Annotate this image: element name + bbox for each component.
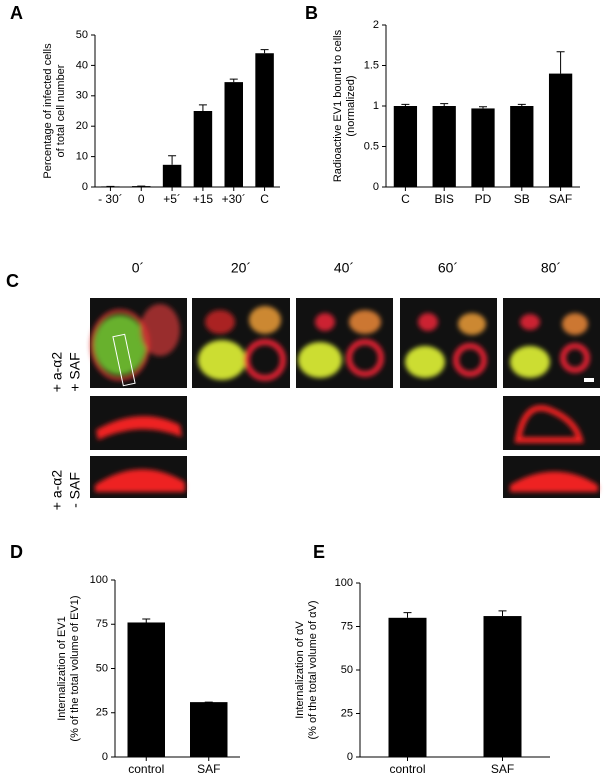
x-tick-label: SAF [491, 762, 514, 775]
y-tick-label: 0 [82, 181, 88, 193]
x-tick-label: +15 [193, 192, 214, 206]
y-tick-label: 100 [335, 577, 353, 589]
y-tick-label: 50 [96, 662, 108, 674]
x-tick-label: - 30´ [98, 192, 123, 206]
error-bar [479, 106, 487, 109]
x-tick-label: 0 [138, 192, 145, 206]
bar [510, 106, 534, 187]
y-tick-label: 0 [102, 751, 108, 763]
error-bar [403, 612, 412, 618]
y-tick-label: 40 [76, 59, 88, 71]
y-tick-label: 75 [341, 620, 353, 632]
y-tick-label: 75 [96, 618, 108, 630]
x-tick-label: control [389, 762, 425, 775]
panel-label: B [305, 3, 318, 23]
error-bar [517, 103, 526, 106]
time-label: 20´ [231, 260, 251, 276]
error-bar [556, 51, 565, 74]
error-bar [229, 78, 238, 83]
x-tick-label: C [260, 192, 269, 206]
x-tick-label: +5´ [163, 192, 181, 206]
x-tick-label: control [128, 762, 164, 775]
x-tick-label: SB [514, 192, 530, 206]
error-bar [260, 49, 269, 54]
error-bar [440, 103, 449, 106]
panel-label: A [10, 3, 23, 23]
bar [127, 622, 165, 757]
y-axis-label: Radioactive EV1 bound to cells [332, 29, 344, 182]
panel-c-labels: C0´ 20´ 40´ 60´ 80´+ a-α2 + SAF+ a-α2- SAF [6, 260, 561, 511]
panel-c-images [90, 298, 600, 498]
y-tick-label: 2 [373, 19, 379, 31]
y-tick-label: 1.5 [364, 59, 379, 71]
bar [432, 106, 456, 187]
y-tick-label: 50 [76, 29, 88, 41]
y-tick-label: 20 [76, 120, 88, 132]
y-tick-label: 50 [341, 664, 353, 676]
y-tick-label: 1 [373, 100, 379, 112]
time-label: 60´ [438, 260, 458, 276]
time-label: 40´ [334, 260, 354, 276]
error-bar [168, 155, 177, 165]
bar [388, 617, 427, 757]
time-label: 0´ [132, 260, 144, 276]
row-label: + a-α2 [49, 470, 65, 511]
bar [193, 111, 213, 187]
bar [548, 73, 573, 187]
row-label: - SAF [67, 472, 83, 508]
time-label: 80´ [541, 260, 561, 276]
y-axis-label: Internalization of EV1 [56, 616, 68, 721]
y-axis-label: (% of the total volume of αV) [307, 600, 319, 739]
error-bar [401, 103, 410, 106]
x-tick-label: C [401, 192, 410, 206]
y-axis-label: Percentage of infected cells [42, 43, 54, 179]
y-tick-label: 0 [373, 181, 379, 193]
y-axis-label: (normalized) [345, 75, 357, 136]
y-tick-label: 30 [76, 90, 88, 102]
bar [255, 53, 274, 187]
row-label: + a-α2 [49, 352, 65, 393]
y-tick-label: 0.5 [364, 140, 379, 152]
panel-label: E [313, 542, 325, 562]
row-label: + SAF [67, 352, 83, 391]
x-tick-label: BIS [435, 192, 454, 206]
bar [190, 702, 228, 757]
x-tick-label: SAF [197, 762, 220, 775]
bar [162, 164, 182, 187]
panel-label: D [10, 542, 23, 562]
y-tick-label: 0 [347, 751, 353, 763]
y-axis-label: of total cell number [55, 64, 67, 157]
bar [483, 616, 522, 757]
panel-label: C [6, 271, 19, 291]
x-tick-label: PD [475, 192, 492, 206]
x-tick-label: SAF [549, 192, 572, 206]
error-bar [498, 610, 507, 617]
bar [471, 108, 495, 187]
y-tick-label: 25 [96, 707, 108, 719]
bar [224, 82, 243, 187]
y-axis-label: Internalization of αV [294, 621, 306, 719]
y-tick-label: 25 [341, 707, 353, 719]
y-tick-label: 100 [90, 574, 108, 586]
x-tick-label: +30´ [222, 192, 246, 206]
y-tick-label: 10 [76, 151, 88, 163]
error-bar [198, 104, 207, 111]
error-bar [142, 618, 151, 623]
y-axis-label: (% of the total volume of EV1) [69, 595, 81, 741]
bar [393, 106, 418, 187]
